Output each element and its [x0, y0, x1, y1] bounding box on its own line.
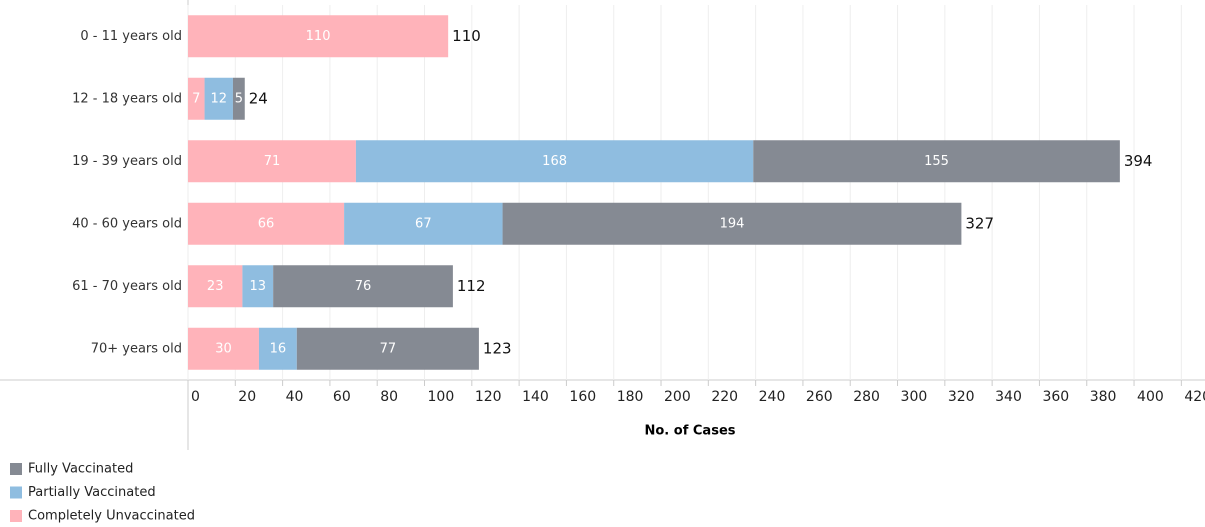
x-tick-label: 120 [475, 389, 502, 405]
x-tick-label: 420 [1184, 389, 1205, 405]
x-tick-label: 20 [238, 389, 256, 405]
data-label: 66 [258, 216, 275, 231]
x-tick-label: 320 [948, 389, 975, 405]
bar-segment [188, 202, 345, 245]
bar-segment [753, 140, 1120, 183]
x-tick-label: 380 [1090, 389, 1117, 405]
bar-segment [188, 77, 205, 120]
x-tick-label: 100 [428, 389, 455, 405]
total-label: 327 [965, 214, 994, 232]
total-label: 24 [249, 89, 268, 107]
bar-segment [242, 265, 274, 308]
data-label: 155 [924, 154, 949, 169]
bar-segment [502, 202, 962, 245]
x-tick-label: 140 [522, 389, 549, 405]
bar-segment [188, 15, 449, 58]
data-label: 110 [306, 29, 331, 44]
total-label: 110 [452, 27, 481, 45]
total-label: 123 [483, 339, 512, 357]
x-tick-label: 340 [995, 389, 1022, 405]
total-label: 112 [457, 277, 486, 295]
data-label: 7 [192, 91, 200, 106]
x-tick-label: 220 [711, 389, 738, 405]
data-label: 16 [270, 341, 287, 356]
data-label: 23 [207, 279, 224, 294]
data-label: 194 [720, 216, 745, 231]
y-tick-label: 40 - 60 years old [72, 216, 182, 231]
legend-swatch [10, 486, 22, 499]
x-tick-label: 260 [806, 389, 833, 405]
bar-segment [232, 77, 245, 120]
x-tick-label: 40 [286, 389, 304, 405]
total-label: 394 [1124, 152, 1153, 170]
y-tick-label: 0 - 11 years old [80, 29, 182, 44]
data-label: 67 [415, 216, 432, 231]
data-label: 12 [210, 91, 227, 106]
x-tick-label: 80 [380, 389, 398, 405]
x-tick-label: 400 [1137, 389, 1164, 405]
x-tick-label: 240 [759, 389, 786, 405]
bar-segment [204, 77, 233, 120]
x-axis-title: No. of Cases [645, 424, 736, 439]
data-label: 71 [264, 154, 281, 169]
x-tick-label: 60 [333, 389, 351, 405]
legend-swatch [10, 510, 22, 522]
x-tick-label: 180 [617, 389, 644, 405]
legend-label: Completely Unvaccinated [28, 509, 195, 524]
y-tick-label: 19 - 39 years old [72, 154, 182, 169]
bar-segment [344, 202, 503, 245]
data-label: 5 [235, 91, 243, 106]
data-label: 77 [380, 341, 397, 356]
data-label: 30 [215, 341, 232, 356]
bar-segment [258, 327, 297, 370]
x-tick-label: 300 [901, 389, 928, 405]
legend-swatch [10, 463, 22, 475]
x-tick-label: 200 [664, 389, 691, 405]
bar-segment [188, 265, 243, 308]
bar-segment [296, 327, 479, 370]
x-tick-label: 160 [569, 389, 596, 405]
y-tick-label: 12 - 18 years old [72, 91, 182, 106]
x-tick-label: 280 [853, 389, 880, 405]
y-tick-label: 70+ years old [91, 341, 182, 356]
bar-segment [273, 265, 453, 308]
x-tick-label: 360 [1042, 389, 1069, 405]
legend-label: Fully Vaccinated [28, 462, 133, 477]
x-tick-label: 0 [191, 389, 200, 405]
data-label: 76 [355, 279, 372, 294]
bar-segment [188, 140, 356, 183]
bar-segment [188, 327, 259, 370]
bar-segment [355, 140, 754, 183]
data-label: 168 [542, 154, 567, 169]
y-tick-label: 61 - 70 years old [72, 279, 182, 294]
legend-label: Partially Vaccinated [28, 485, 156, 500]
data-label: 13 [249, 279, 266, 294]
